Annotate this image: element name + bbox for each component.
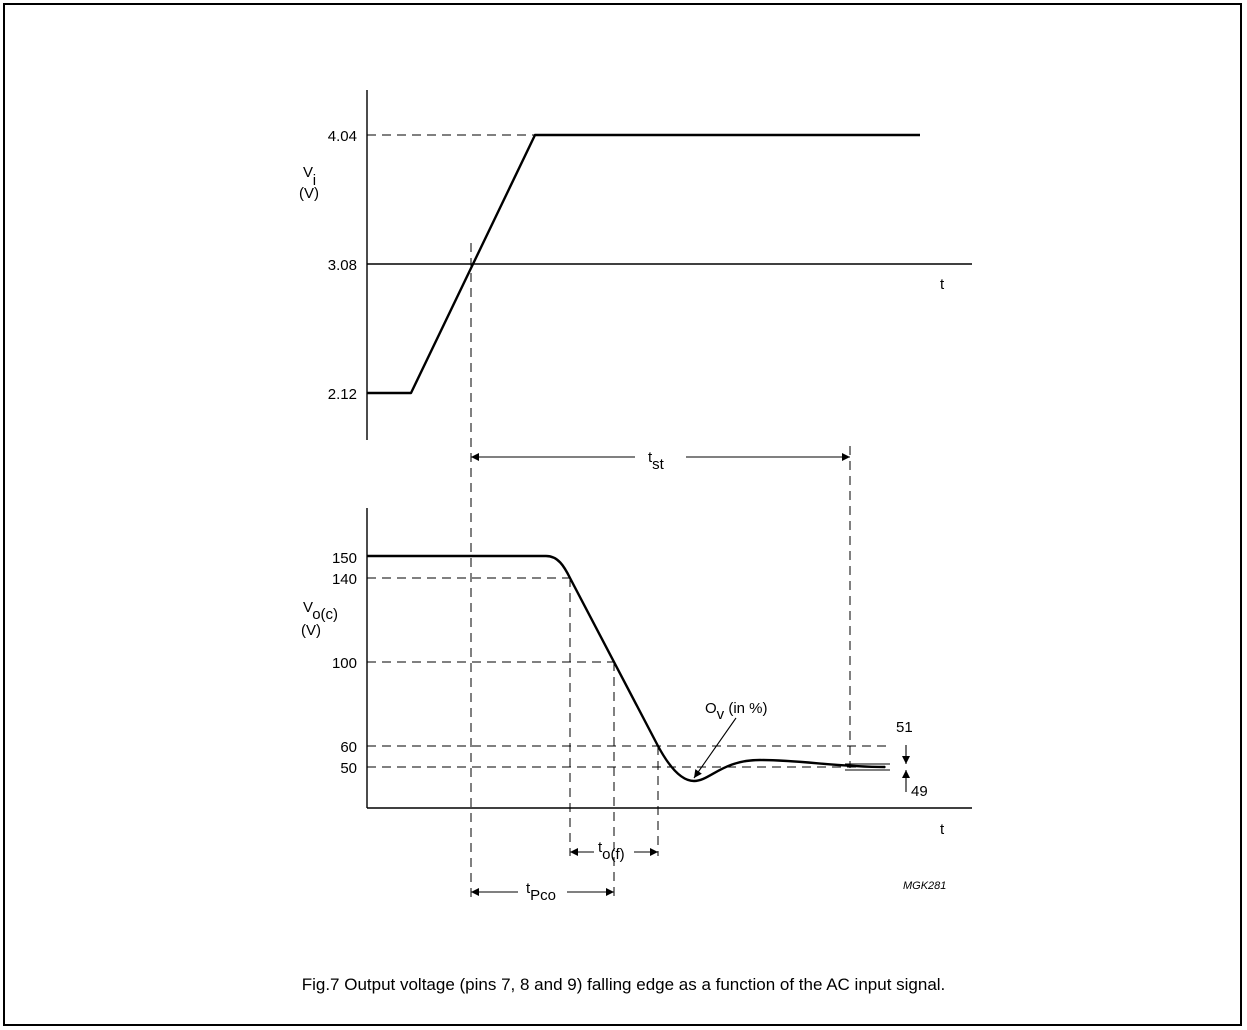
tpco-label: tPco [526,880,556,904]
tof-dimension: to(f) [570,839,658,863]
output-voltage-graph: 150 140 100 60 50 Vo(c) (V) t Ov (in %) … [301,508,972,900]
tof-label-main: t [598,839,603,856]
vo-tick-150: 150 [332,550,357,567]
tpco-label-sub: Pco [530,887,556,904]
vi-tick-3.08: 3.08 [328,257,357,274]
vo-axis-unit: (V) [301,622,321,639]
tst-label: tst [648,449,665,473]
vo-label-main: V [303,599,313,616]
vi-axis-unit: (V) [299,185,319,202]
input-signal-trace [367,133,920,395]
vo-tick-50: 50 [340,760,357,777]
tst-label-sub: st [652,456,665,473]
overshoot-label-rest: (in %) [724,700,767,717]
band-upper-label: 51 [896,719,913,736]
vi-time-label: t [940,276,945,293]
vi-tick-4.04: 4.04 [328,128,357,145]
tof-label: to(f) [598,839,625,863]
overshoot-label-sub: v [717,706,725,723]
overshoot-label: Ov (in %) [705,700,768,723]
vo-tick-140: 140 [332,571,357,588]
output-signal-trace [367,554,886,783]
vo-tick-60: 60 [340,739,357,756]
tpco-label-main: t [526,880,531,897]
figure-caption: Fig.7 Output voltage (pins 7, 8 and 9) f… [301,975,946,994]
vi-axis-label: Vi [303,164,316,189]
vi-label-sub: i [313,172,316,189]
input-voltage-graph: 4.04 3.08 2.12 Vi (V) t [299,90,972,440]
drawing-code: MGK281 [903,880,946,892]
vi-tick-2.12: 2.12 [328,386,357,403]
vo-axis-label: Vo(c) [303,599,338,623]
overshoot-pointer [693,717,737,779]
overshoot-label-main: O [705,700,717,717]
vi-label-main: V [303,164,313,181]
tpco-dimension: tPco [471,880,614,904]
vo-time-label: t [940,821,945,838]
figure-frame [3,3,1242,1026]
tst-label-main: t [648,449,653,466]
vo-tick-100: 100 [332,655,357,672]
vo-label-sub: o(c) [312,606,338,623]
tst-dimension: tst [471,449,850,473]
band-lower-label: 49 [911,783,928,800]
tof-label-sub: o(f) [602,846,625,863]
